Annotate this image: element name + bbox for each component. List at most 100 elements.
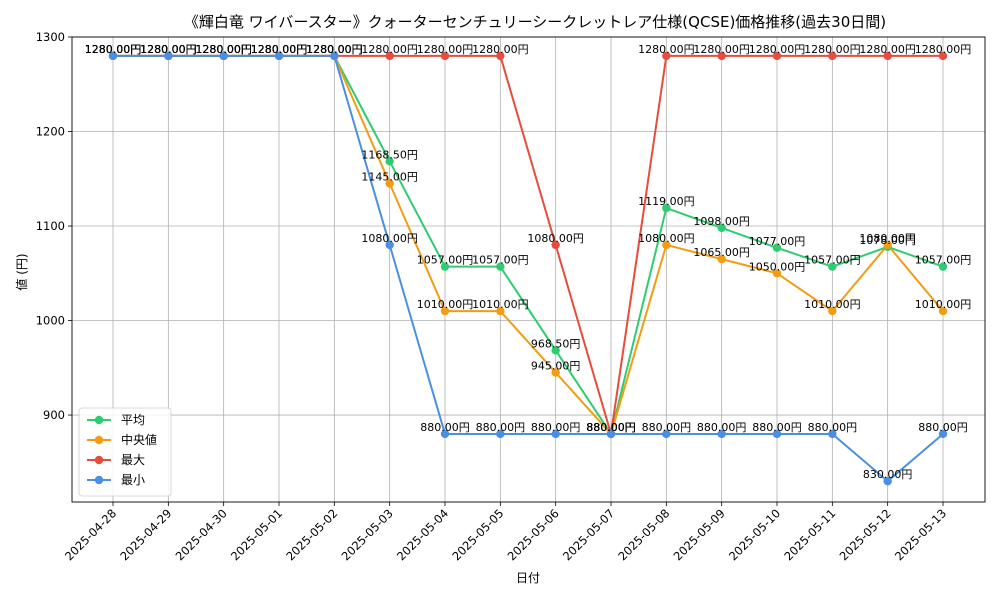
data-point: [108, 51, 118, 61]
data-label: 880.00円: [531, 421, 581, 434]
legend-label: 平均: [121, 413, 145, 427]
data-label: 1168.50円: [361, 148, 418, 161]
data-label: 1065.00円: [693, 246, 750, 259]
data-point: [828, 51, 837, 61]
data-label: 1010.00円: [804, 298, 861, 311]
data-label: 1280.00円: [306, 43, 363, 56]
data-label: 1145.00円: [361, 170, 418, 183]
data-point: [496, 306, 505, 316]
data-point: [551, 240, 560, 250]
data-point: [883, 51, 892, 61]
data-label: 1078.00円: [859, 234, 916, 247]
data-label: 880.00円: [642, 421, 692, 434]
data-point: [717, 223, 726, 233]
data-point: [772, 51, 782, 61]
data-label: 1280.00円: [251, 43, 308, 56]
data-point: [440, 262, 450, 271]
data-label: 880.00円: [808, 421, 858, 434]
data-point: [385, 51, 394, 61]
data-label: 1280.00円: [417, 43, 474, 56]
data-point: [662, 429, 671, 439]
data-label: 1280.00円: [85, 43, 142, 56]
data-point: [828, 262, 837, 271]
data-label: 1280.00円: [693, 43, 750, 56]
x-tick-label: 2025-05-09: [671, 506, 728, 563]
data-point: [717, 429, 726, 439]
data-point: [883, 477, 892, 486]
series: [108, 51, 948, 486]
data-label: 1280.00円: [859, 43, 916, 56]
data-label: 945.00円: [531, 360, 581, 373]
data-label: 1280.00円: [915, 43, 972, 56]
data-label: 1280.00円: [306, 43, 363, 56]
data-point: [883, 240, 892, 250]
data-label: 880.00円: [476, 421, 526, 434]
data-label: 880.00円: [420, 421, 470, 434]
data-point: [274, 51, 284, 61]
data-label: 1280.00円: [85, 43, 142, 56]
data-point: [772, 269, 782, 278]
x-tick-label: 2025-04-29: [117, 506, 174, 563]
legend-label: 最大: [121, 453, 145, 467]
data-label: 1280.00円: [251, 43, 308, 56]
data-label: 830.00円: [863, 468, 913, 481]
data-point: [662, 203, 671, 213]
data-point: [606, 429, 616, 439]
data-label: 1077.00円: [749, 235, 806, 248]
legend-label: 最小: [121, 473, 145, 487]
y-tick-label: 1100: [36, 219, 65, 233]
data-point: [496, 429, 505, 439]
data-point: [164, 51, 173, 61]
data-label: 880.00円: [586, 421, 636, 434]
data-point: [551, 429, 560, 439]
x-tick-label: 2025-05-07: [560, 506, 617, 563]
legend-box: [78, 407, 172, 497]
data-label: 1280.00円: [140, 43, 197, 56]
data-label: 1098.00円: [693, 215, 750, 228]
x-tick-label: 2025-05-06: [505, 506, 562, 563]
data-label: 1280.00円: [195, 43, 252, 56]
plot-frame: [71, 36, 986, 503]
data-label: 1010.00円: [417, 298, 474, 311]
data-label: 1119.00円: [638, 195, 695, 208]
legend-marker: [94, 475, 104, 485]
data-label: 1280.00円: [195, 43, 252, 56]
data-point: [662, 51, 671, 61]
data-point: [551, 368, 560, 377]
data-label: 1280.00円: [140, 43, 197, 56]
data-point: [330, 51, 339, 61]
y-tick-label: 1200: [36, 125, 65, 139]
x-tick-label: 2025-04-28: [62, 506, 119, 563]
x-axis-label: 日付: [516, 571, 540, 585]
data-label: 1280.00円: [306, 43, 363, 56]
data-point: [385, 240, 394, 250]
y-tick-label: 1300: [36, 30, 65, 44]
x-tick-label: 2025-04-30: [173, 506, 230, 563]
data-point: [440, 306, 450, 316]
data-label: 880.00円: [586, 421, 636, 434]
data-label: 1280.00円: [804, 43, 861, 56]
legend-marker: [94, 415, 104, 425]
x-tick-label: 2025-05-02: [283, 506, 340, 563]
data-point: [551, 346, 560, 355]
data-point: [440, 51, 450, 61]
data-point: [828, 429, 837, 439]
data-label: 880.00円: [697, 421, 747, 434]
legend-marker: [94, 455, 104, 465]
x-tick-label: 2025-05-03: [339, 506, 396, 563]
data-label: 1080.00円: [638, 232, 695, 245]
data-label: 880.00円: [586, 421, 636, 434]
data-label: 1280.00円: [251, 43, 308, 56]
data-label: 1080.00円: [859, 232, 916, 245]
data-point: [440, 429, 450, 439]
data-point: [938, 306, 948, 316]
data-label: 968.50円: [531, 337, 581, 350]
y-tick-label: 900: [43, 408, 65, 422]
data-label: 880.00円: [752, 421, 802, 434]
x-tick-label: 2025-05-08: [615, 506, 672, 563]
data-point: [496, 51, 505, 61]
data-label: 1057.00円: [472, 254, 529, 267]
data-point: [938, 262, 948, 271]
data-label: 1280.00円: [749, 43, 806, 56]
